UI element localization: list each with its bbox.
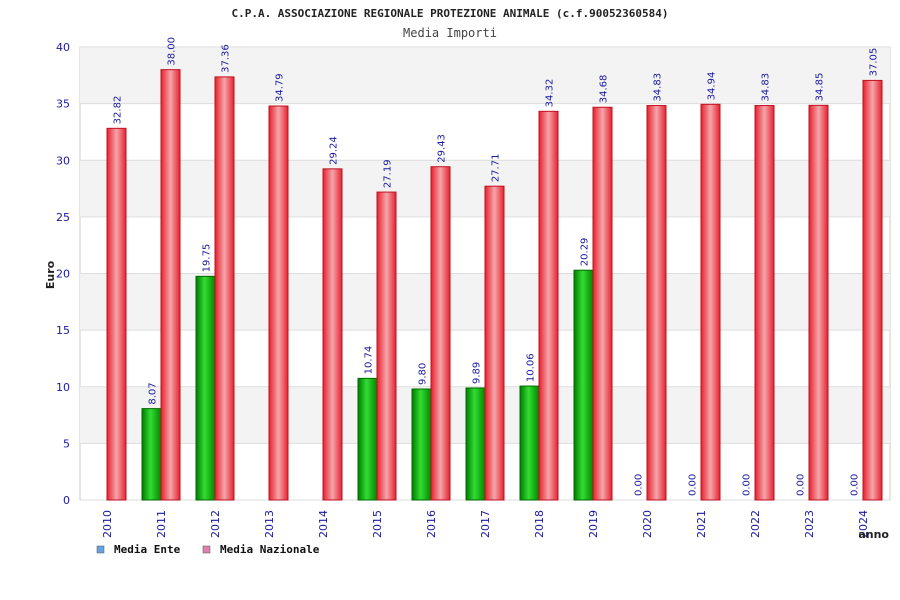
y-tick-label: 10: [56, 381, 70, 394]
bar-media-nazionale: [106, 127, 127, 501]
bar-media-nazionale: [484, 185, 505, 501]
bar-media-nazionale: [538, 110, 559, 501]
bar-media-nazionale: [700, 103, 721, 501]
bar-media-nazionale: [430, 166, 451, 501]
x-tick-label: 2010: [101, 510, 114, 538]
y-tick-label: 20: [56, 268, 70, 281]
bar-media-ente: [195, 275, 216, 501]
x-tick-label: 2014: [317, 510, 330, 538]
value-label: 9.89: [472, 362, 483, 384]
value-label: 37.05: [869, 48, 880, 77]
x-tick-label: 2018: [533, 510, 546, 538]
y-axis-label: Euro: [44, 260, 57, 289]
x-tick-label: 2022: [749, 510, 762, 538]
bar-media-nazionale: [754, 105, 775, 501]
x-tick-label: 2013: [263, 510, 276, 538]
x-axis-ticks: 2010 2011 2012 2013 2014 2015 2016 2017 2018 2019…: [101, 510, 870, 538]
bar-media-nazionale: [592, 106, 613, 501]
x-axis-label: anno: [858, 528, 889, 541]
value-label: 34.83: [653, 73, 664, 102]
chart-subtitle: Media Importi: [403, 26, 497, 40]
value-label: 0.00: [742, 474, 753, 496]
legend-label: Media Nazionale: [220, 543, 320, 556]
bar-media-nazionale: [862, 79, 883, 501]
value-label: 9.80: [418, 363, 429, 385]
value-label: 20.29: [580, 238, 591, 267]
x-tick-label: 2024: [857, 510, 870, 538]
x-tick-label: 2015: [371, 510, 384, 538]
value-label: 27.71: [491, 154, 502, 183]
value-label: 34.32: [545, 79, 556, 108]
bar-media-ente: [141, 408, 162, 501]
bar-media-nazionale: [214, 76, 235, 501]
x-tick-label: 2017: [479, 510, 492, 538]
y-tick-label: 25: [56, 211, 70, 224]
bar-media-ente: [573, 269, 594, 501]
value-label: 10.74: [364, 346, 375, 375]
chart-title: C.P.A. ASSOCIAZIONE REGIONALE PROTEZIONE…: [231, 7, 668, 20]
value-label: 0.00: [796, 474, 807, 496]
bar-media-nazionale: [160, 69, 181, 501]
y-tick-label: 5: [63, 437, 70, 450]
value-label: 34.68: [599, 75, 610, 104]
x-tick-label: 2016: [425, 510, 438, 538]
value-label: 0.00: [634, 474, 645, 496]
value-label: 34.94: [707, 72, 718, 101]
bar-media-nazionale: [376, 191, 397, 501]
legend: Media Ente Media Nazionale: [96, 543, 320, 556]
bars: [106, 69, 883, 501]
y-axis-ticks: 0 5 10 15 20 25 30 35 40: [56, 41, 70, 507]
bar-media-nazionale: [808, 104, 829, 501]
value-label: 19.75: [202, 244, 213, 273]
bar-media-ente: [411, 388, 432, 501]
value-label: 37.36: [221, 44, 232, 73]
bar-media-nazionale: [322, 168, 343, 501]
bar-media-ente: [357, 377, 378, 501]
value-label: 32.82: [113, 96, 124, 125]
bar-media-nazionale: [646, 105, 667, 501]
value-label: 29.24: [329, 136, 340, 165]
y-tick-label: 35: [56, 98, 70, 111]
x-tick-label: 2021: [695, 510, 708, 538]
bar-media-ente: [519, 385, 540, 501]
value-label: 29.43: [437, 134, 448, 163]
value-label: 0.00: [688, 474, 699, 496]
bar-media-nazionale: [268, 105, 289, 501]
x-tick-label: 2019: [587, 510, 600, 538]
x-tick-label: 2011: [155, 510, 168, 538]
value-label: 38.00: [167, 37, 178, 66]
bar-media-ente: [465, 387, 486, 501]
value-label: 8.07: [148, 382, 159, 404]
x-tick-label: 2012: [209, 510, 222, 538]
value-labels: 32.82 8.07 38.00 19.75 37.36 34.79 29.24 10.74 2…: [113, 37, 880, 496]
y-tick-label: 30: [56, 154, 70, 167]
value-label: 27.19: [383, 159, 394, 188]
x-tick-label: 2020: [641, 510, 654, 538]
value-label: 10.06: [526, 353, 537, 382]
y-tick-label: 40: [56, 41, 70, 54]
y-tick-label: 0: [63, 494, 70, 507]
value-label: 34.83: [761, 73, 772, 102]
value-label: 34.85: [815, 73, 826, 102]
legend-label: Media Ente: [114, 543, 181, 556]
x-tick-label: 2023: [803, 510, 816, 538]
value-label: 0.00: [850, 474, 861, 496]
legend-swatch: [96, 545, 105, 554]
legend-swatch: [202, 545, 211, 554]
y-tick-label: 15: [56, 324, 70, 337]
value-label: 34.79: [275, 73, 286, 102]
